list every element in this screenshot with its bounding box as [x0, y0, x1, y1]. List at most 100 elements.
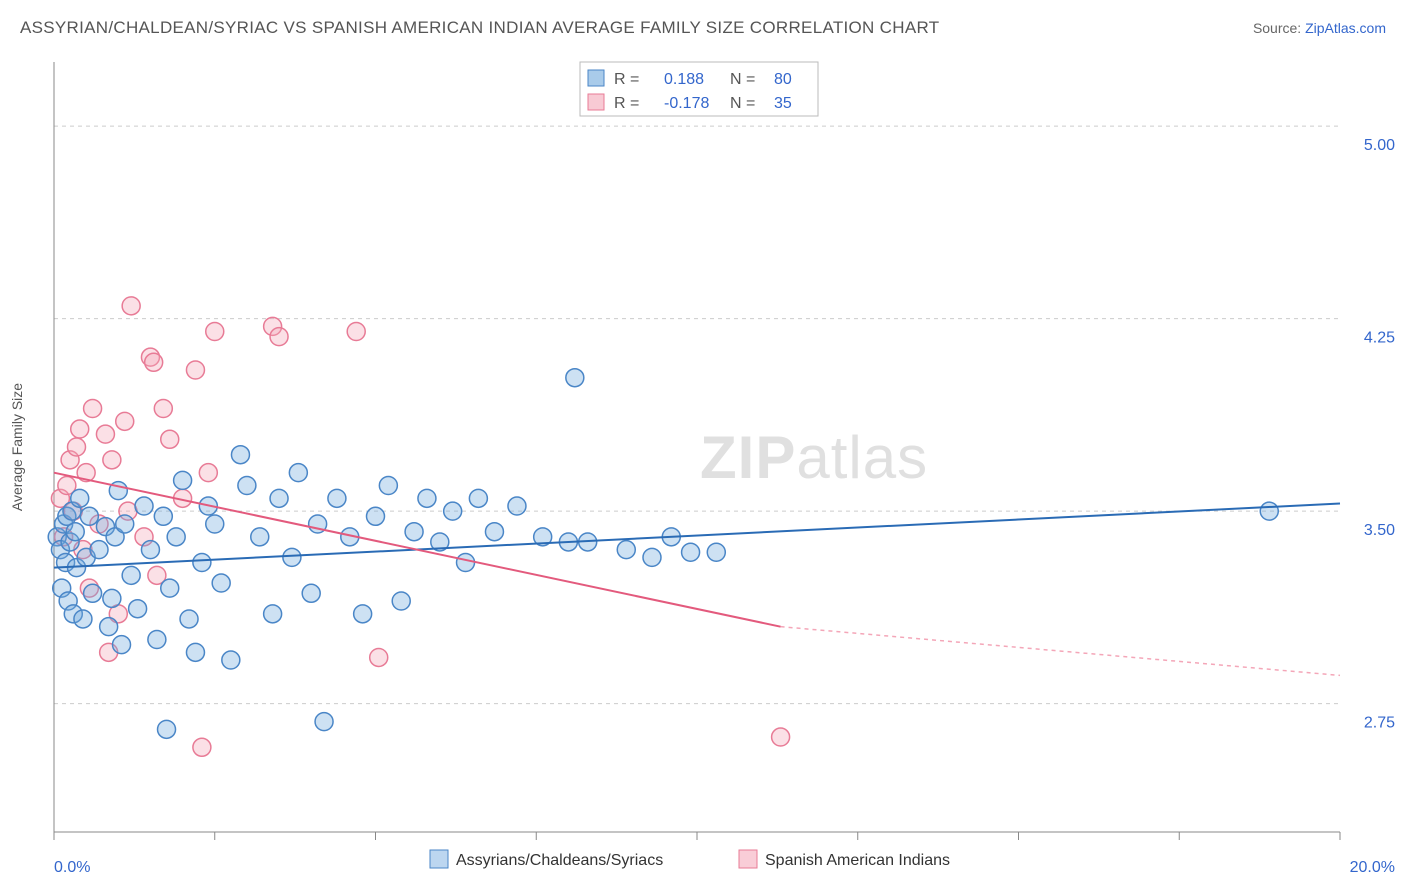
data-point	[270, 489, 288, 507]
data-point	[206, 323, 224, 341]
trend-line-extrapolated	[781, 627, 1340, 676]
data-point	[193, 738, 211, 756]
y-tick-label: 2.75	[1364, 715, 1395, 732]
data-point	[270, 328, 288, 346]
data-point	[74, 610, 92, 628]
data-point	[231, 446, 249, 464]
data-point	[84, 400, 102, 418]
y-tick-label: 3.50	[1364, 522, 1395, 539]
data-point	[1260, 502, 1278, 520]
data-point	[122, 566, 140, 584]
data-point	[707, 543, 725, 561]
data-point	[379, 477, 397, 495]
data-point	[772, 728, 790, 746]
data-point	[154, 507, 172, 525]
data-point	[682, 543, 700, 561]
data-point	[96, 425, 114, 443]
data-point	[148, 631, 166, 649]
data-point	[180, 610, 198, 628]
chart-svg: ZIPatlas2.753.504.255.000.0%20.0%Average…	[0, 48, 1406, 892]
data-point	[145, 353, 163, 371]
data-point	[418, 489, 436, 507]
data-point	[367, 507, 385, 525]
chart-header: ASSYRIAN/CHALDEAN/SYRIAC VS SPANISH AMER…	[0, 0, 1406, 48]
data-point	[193, 554, 211, 572]
legend-item-label: Spanish American Indians	[765, 852, 950, 869]
data-point	[328, 489, 346, 507]
data-point	[116, 412, 134, 430]
scatter-chart: ZIPatlas2.753.504.255.000.0%20.0%Average…	[0, 48, 1406, 892]
data-point	[66, 523, 84, 541]
y-tick-label: 4.25	[1364, 330, 1395, 347]
data-point	[283, 548, 301, 566]
legend-r-label: R =	[614, 95, 639, 112]
data-point	[113, 636, 131, 654]
data-point	[370, 648, 388, 666]
data-point	[457, 554, 475, 572]
data-point	[80, 507, 98, 525]
data-point	[251, 528, 269, 546]
source-prefix: Source:	[1253, 20, 1305, 36]
x-max-label: 20.0%	[1350, 859, 1395, 876]
legend-r-value: 0.188	[664, 71, 704, 88]
legend-r-label: R =	[614, 71, 639, 88]
data-point	[100, 618, 118, 636]
data-point	[167, 528, 185, 546]
legend-swatch	[588, 70, 604, 86]
data-point	[103, 589, 121, 607]
legend-n-label: N =	[730, 71, 755, 88]
data-point	[154, 400, 172, 418]
data-point	[289, 464, 307, 482]
legend-item-label: Assyrians/Chaldeans/Syriacs	[456, 852, 663, 869]
data-point	[302, 584, 320, 602]
data-point	[122, 297, 140, 315]
legend-swatch	[739, 850, 757, 868]
data-point	[84, 584, 102, 602]
data-point	[566, 369, 584, 387]
legend-n-value: 80	[774, 71, 792, 88]
data-point	[161, 579, 179, 597]
source-link[interactable]: ZipAtlas.com	[1305, 20, 1386, 36]
data-point	[643, 548, 661, 566]
data-point	[186, 361, 204, 379]
y-tick-label: 5.00	[1364, 137, 1395, 154]
data-point	[90, 541, 108, 559]
data-point	[103, 451, 121, 469]
data-point	[392, 592, 410, 610]
legend-n-label: N =	[730, 95, 755, 112]
x-min-label: 0.0%	[54, 859, 90, 876]
data-point	[315, 713, 333, 731]
data-point	[141, 541, 159, 559]
data-point	[135, 497, 153, 515]
legend-swatch	[430, 850, 448, 868]
data-point	[212, 574, 230, 592]
data-point	[199, 464, 217, 482]
data-point	[71, 489, 89, 507]
data-point	[174, 471, 192, 489]
data-point	[508, 497, 526, 515]
data-point	[444, 502, 462, 520]
data-point	[206, 515, 224, 533]
data-point	[71, 420, 89, 438]
data-point	[158, 720, 176, 738]
legend-swatch	[588, 94, 604, 110]
data-point	[469, 489, 487, 507]
data-point	[617, 541, 635, 559]
data-point	[68, 438, 86, 456]
data-point	[485, 523, 503, 541]
data-point	[186, 643, 204, 661]
data-point	[116, 515, 134, 533]
data-point	[347, 323, 365, 341]
data-point	[222, 651, 240, 669]
source-attribution: Source: ZipAtlas.com	[1253, 20, 1386, 36]
data-point	[161, 430, 179, 448]
data-point	[264, 605, 282, 623]
data-point	[129, 600, 147, 618]
data-point	[354, 605, 372, 623]
data-point	[238, 477, 256, 495]
legend-r-value: -0.178	[664, 95, 709, 112]
trend-line	[54, 473, 781, 627]
data-point	[405, 523, 423, 541]
chart-title: ASSYRIAN/CHALDEAN/SYRIAC VS SPANISH AMER…	[20, 18, 939, 38]
legend-n-value: 35	[774, 95, 792, 112]
